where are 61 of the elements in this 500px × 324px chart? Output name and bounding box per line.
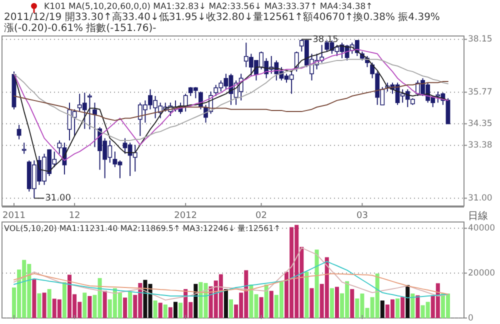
bar <box>310 288 314 318</box>
bar <box>229 299 233 318</box>
y-tick-label: 40000 <box>468 224 496 234</box>
candlestick <box>183 93 188 112</box>
y-tick-label: 38.15 <box>468 34 492 45</box>
bar <box>47 289 52 318</box>
x-tick-label: 2012 <box>174 211 198 221</box>
bar <box>178 302 183 318</box>
line-series <box>14 273 448 295</box>
x-tick-label: 02 <box>256 211 268 221</box>
y-tick-label: 33.38 <box>468 140 492 151</box>
bar <box>334 286 339 318</box>
bar <box>259 297 264 318</box>
bar <box>350 289 354 318</box>
bar <box>153 300 158 318</box>
bar <box>304 272 309 318</box>
line-series <box>14 260 448 298</box>
line-series <box>14 247 448 301</box>
bar <box>123 298 128 318</box>
text: 日線 <box>468 211 488 222</box>
candlestick <box>22 142 26 154</box>
x-tick-label: 12 <box>68 211 80 221</box>
bar <box>88 296 92 318</box>
y-tick-label: 34.35 <box>468 119 492 130</box>
y-tick-label: 35.77 <box>468 88 492 98</box>
y-tick-label: 0 <box>468 313 474 324</box>
y-tick-label: 31.00 <box>468 194 492 204</box>
candlestick <box>88 93 92 130</box>
y-tick-label: 20000 <box>468 268 496 278</box>
bar <box>330 288 334 318</box>
bar <box>173 302 178 318</box>
bar <box>410 294 415 318</box>
chart-subtitle: 2011/12/19 開33.30↑高33.40↓低31.95↓收32.80↓量12561↑額40670↑換0.38% 振4.39% 漲(-0.20)-0.61% 指數(-151.76)- <box>4 11 440 34</box>
bar <box>168 307 172 318</box>
chart-title: VOL(5,10,20) MA1:11231.40 MA2:11869.5↑ MA3:12246↓ 量:12561↑ <box>4 224 280 233</box>
x-tick-label: 03 <box>356 211 368 221</box>
bar <box>380 300 384 318</box>
annotation: 31.00 <box>45 194 72 204</box>
bar <box>37 293 42 318</box>
bar <box>314 250 319 318</box>
bar <box>102 290 107 318</box>
bar <box>396 298 400 318</box>
bar <box>416 295 420 318</box>
bar <box>158 302 162 318</box>
chart-title: K101 MA(5,10,20,60,0,0) MA1:32.83↓ MA2:33.56↓ MA3:33.37↑ MA4:34.38↑ <box>44 2 373 12</box>
candlestick <box>92 102 97 148</box>
x-tick-label: 2011 <box>2 211 26 221</box>
bar <box>32 279 36 318</box>
bar <box>406 285 410 318</box>
bar <box>269 290 274 318</box>
candlestick <box>294 51 299 72</box>
bar <box>82 292 87 318</box>
bar <box>128 292 132 318</box>
bar <box>194 284 198 318</box>
bar <box>400 297 405 318</box>
bar <box>163 304 168 318</box>
bar <box>62 282 66 318</box>
bar <box>224 289 228 318</box>
bar <box>42 292 46 318</box>
annotation: 38.15 <box>312 34 338 45</box>
bar <box>264 284 268 318</box>
